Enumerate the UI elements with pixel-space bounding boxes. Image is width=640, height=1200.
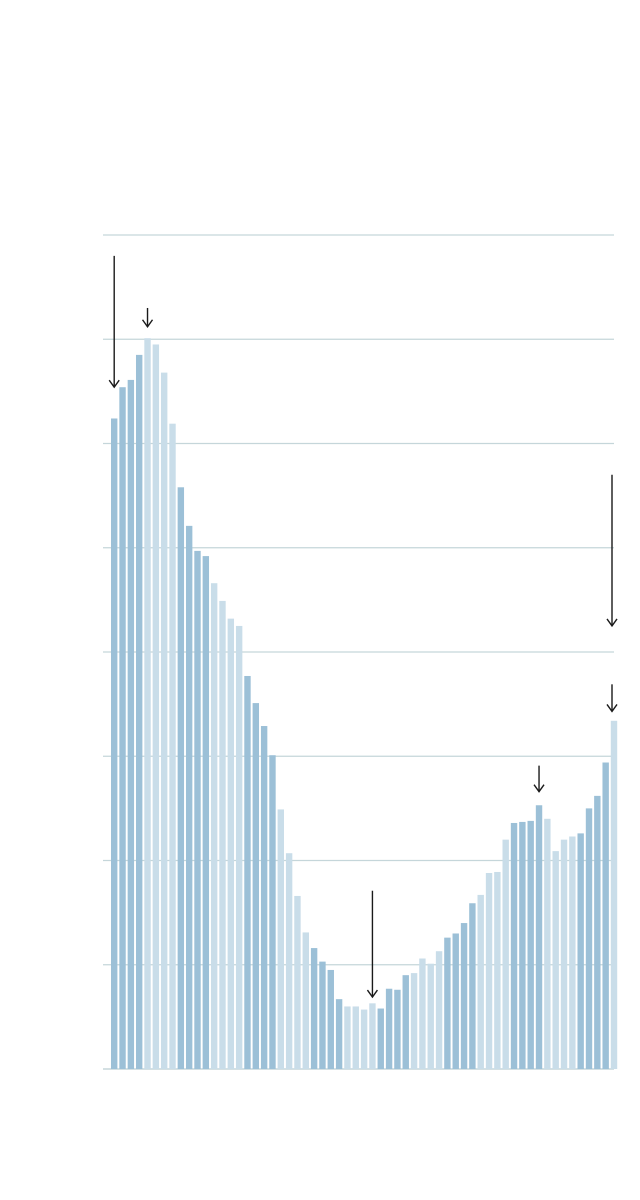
annotation-arrow-1 <box>108 255 120 389</box>
bar-61 <box>610 720 618 1069</box>
bar-42 <box>452 933 459 1069</box>
bar-40 <box>435 951 443 1069</box>
bar-19 <box>260 726 268 1069</box>
bar-4 <box>135 354 143 1069</box>
annotation-arrow-3 <box>366 890 378 999</box>
bar-44 <box>469 903 476 1069</box>
bar-18 <box>252 703 260 1069</box>
bar-22 <box>285 853 293 1069</box>
bar-26 <box>319 961 326 1069</box>
annotation-arrows <box>108 255 618 999</box>
bar-48 <box>502 839 509 1069</box>
bar-23 <box>294 895 301 1069</box>
bar-13 <box>210 583 218 1069</box>
arrow-head <box>108 379 120 389</box>
bar-10 <box>185 525 193 1069</box>
bar-8 <box>169 423 176 1069</box>
bar-29 <box>344 1006 351 1069</box>
bar-50 <box>519 821 526 1069</box>
bar-35 <box>394 989 401 1069</box>
arrow-head <box>366 989 378 999</box>
bar-56 <box>569 836 576 1069</box>
bar-3 <box>127 379 135 1069</box>
bar-54 <box>552 851 559 1069</box>
bar-30 <box>352 1006 359 1069</box>
bar-45 <box>477 894 484 1069</box>
bar-27 <box>327 969 334 1069</box>
bar-5 <box>144 338 151 1070</box>
bar-2 <box>119 387 126 1070</box>
bar-7 <box>160 372 168 1069</box>
bars <box>111 338 618 1070</box>
bar-43 <box>460 923 468 1069</box>
bar-28 <box>335 999 343 1069</box>
bar-34 <box>385 988 393 1069</box>
bar-55 <box>560 839 568 1069</box>
bar-6 <box>152 344 160 1070</box>
bar-16 <box>235 625 243 1069</box>
bar-38 <box>419 958 426 1069</box>
bar-20 <box>269 755 276 1069</box>
bar-57 <box>577 833 584 1069</box>
bar-25 <box>310 948 318 1069</box>
bar-11 <box>194 550 201 1069</box>
bar-39 <box>427 963 434 1069</box>
annotation-arrow-4 <box>533 765 545 793</box>
bar-58 <box>585 808 593 1070</box>
bar-59 <box>594 795 601 1069</box>
bar-46 <box>485 873 493 1069</box>
bar-24 <box>302 932 309 1069</box>
arrow-head <box>141 319 154 328</box>
arrow-head <box>533 784 545 793</box>
bar-31 <box>360 1009 368 1069</box>
bar-60 <box>602 762 609 1069</box>
bar-17 <box>244 675 251 1069</box>
annotation-arrow-5 <box>606 474 618 628</box>
bar-21 <box>277 809 284 1069</box>
bar-36 <box>402 975 409 1069</box>
bar-15 <box>227 618 235 1069</box>
annotation-arrow-6 <box>606 684 618 713</box>
arrow-head <box>606 618 618 628</box>
bar-32 <box>369 1003 376 1069</box>
bar-49 <box>510 822 518 1069</box>
bar-51 <box>527 820 534 1069</box>
bar-1 <box>111 418 118 1070</box>
bar-52 <box>535 805 543 1069</box>
bar-41 <box>444 937 451 1069</box>
arrow-head <box>606 704 618 713</box>
bar-53 <box>544 818 551 1069</box>
bar-14 <box>219 600 226 1069</box>
bar-47 <box>494 871 501 1069</box>
annotation-arrow-2 <box>141 307 154 328</box>
bar-9 <box>177 487 185 1069</box>
bar-33 <box>377 1008 384 1069</box>
bar-37 <box>410 973 418 1069</box>
bar-12 <box>202 556 210 1069</box>
